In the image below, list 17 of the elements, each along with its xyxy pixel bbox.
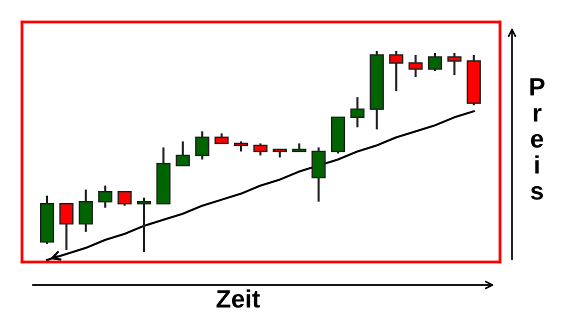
candlestick [136, 196, 152, 253]
candlestick [78, 188, 93, 233]
candlestick [59, 202, 74, 251]
candlestick [118, 190, 132, 207]
candlestick [176, 140, 190, 167]
x-axis-title: Zeit [216, 289, 260, 308]
candlestick [214, 132, 229, 144]
candlestick [389, 50, 404, 92]
candlestick [234, 140, 248, 152]
candlestick [195, 130, 210, 161]
y-axis-title: Preis [530, 78, 544, 200]
candlestick [253, 142, 268, 157]
candlestick [447, 52, 462, 76]
candlestick [408, 54, 423, 78]
candlestick [98, 184, 112, 209]
candlestick [428, 52, 442, 72]
candlestick [350, 96, 365, 128]
